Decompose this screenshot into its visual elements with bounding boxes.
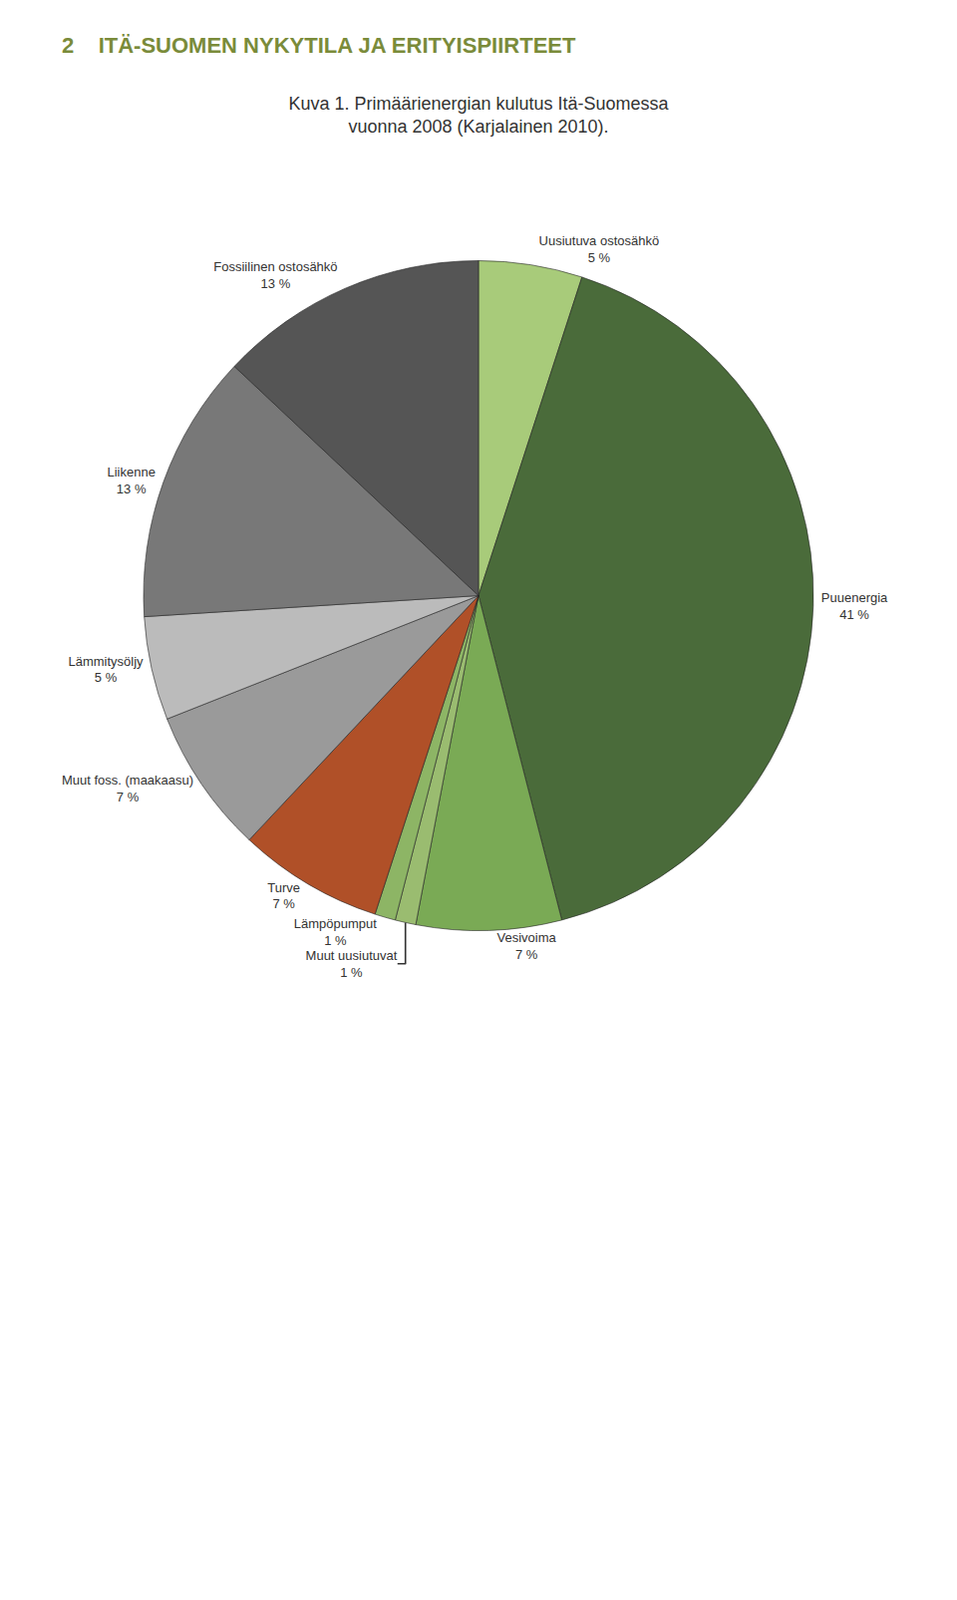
- svg-text:2 ITÄ-SUOMEN NYKYTILA JA ER: 2 ITÄ-SUOMEN NYKYTILA JA ERITYISPIIRTEET: [61, 32, 577, 58]
- svg-text:Uusiutuva ostosähkö5 %: Uusiutuva ostosähkö5 %: [539, 233, 660, 266]
- svg-text:Lämpöpumput1 %: Lämpöpumput1 %: [294, 916, 377, 949]
- svg-text:Lämmitysöljy5 %: Lämmitysöljy5 %: [67, 653, 144, 686]
- svg-text:Vesivoima7 %: Vesivoima7 %: [497, 930, 558, 962]
- svg-text:Liikenne13 %: Liikenne13 %: [106, 464, 155, 497]
- svg-text:Fossiilinen ostosähkö13 %: Fossiilinen ostosähkö13 %: [213, 259, 337, 292]
- svg-text:Turve7 %: Turve7 %: [267, 880, 301, 913]
- svg-text:Puuenergia41 %: Puuenergia41 %: [821, 590, 889, 623]
- svg-text:Kuva 1. Primäärienergian kulut: Kuva 1. Primäärienergian kulutus Itä-Suo…: [288, 93, 669, 137]
- svg-text:Muut uusiutuvat1 %: Muut uusiutuvat1 %: [306, 948, 398, 980]
- svg-text:Muut foss. (maakaasu)7 %: Muut foss. (maakaasu)7 %: [61, 772, 194, 805]
